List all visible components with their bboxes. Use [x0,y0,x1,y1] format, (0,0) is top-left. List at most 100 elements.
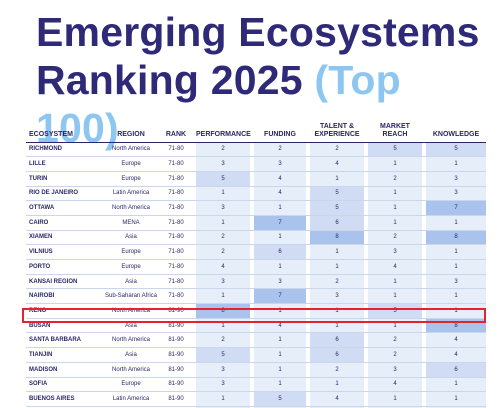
cell-spacer [364,274,368,290]
cell-ecosystem: VALENCIA [26,406,102,408]
cell-rank: 81-90 [160,391,192,407]
cell-market-reach: 3 [368,244,422,260]
cell-talent: 6 [310,215,364,231]
cell-spacer [192,215,196,231]
cell-spacer [250,171,254,187]
cell-spacer [250,274,254,290]
cell-spacer [192,377,196,393]
cell-ecosystem: RENO [26,303,102,319]
cell-spacer [364,259,368,275]
header-market-reach: MARKET REACH [368,114,422,143]
cell-market-reach: 1 [368,186,422,202]
cell-region: Europe [102,259,160,275]
cell-talent: 1 [310,377,364,393]
cell-performance: 1 [196,391,250,407]
cell-funding: 5 [254,391,306,407]
cell-rank: 81-90 [160,406,192,408]
cell-ecosystem: SOFIA [26,377,102,393]
cell-rank: 71-80 [160,274,192,290]
cell-performance: 2 [196,332,250,349]
table-row: RIO DE JANEIRO Latin America 71-80 1 4 5 1 3 [26,186,486,202]
header-region: REGION [102,114,160,143]
cell-spacer [192,288,196,305]
cell-knowledge: 1 [426,259,486,275]
cell-performance: 2 [196,230,250,246]
table-row: RENO North America 81-90 8 1 1 5 1 [26,303,486,319]
cell-market-reach: 2 [368,230,422,246]
cell-spacer [422,156,426,172]
cell-ecosystem: KANSAI REGION [26,274,102,290]
cell-spacer [306,259,310,275]
cell-spacer [192,244,196,260]
table-row: OTTAWA North America 71-80 3 1 5 1 7 [26,200,486,216]
cell-talent: 5 [310,186,364,202]
cell-talent: 4 [310,391,364,407]
cell-rank: 81-90 [160,377,192,393]
title-line-1: Emerging Ecosystems [36,9,480,55]
cell-region: MENA [102,215,160,231]
cell-knowledge: 1 [426,303,486,319]
cell-spacer [306,406,310,408]
cell-knowledge: 3 [426,274,486,290]
cell-spacer [364,142,368,158]
cell-spacer [250,288,254,305]
table-row: BUENOS AIRES Latin America 81-90 1 5 4 1 1 [26,391,486,407]
cell-performance: 5 [196,171,250,187]
cell-performance: 1 [196,186,250,202]
cell-performance: 4 [196,406,250,408]
cell-spacer [250,391,254,407]
cell-rank: 71-80 [160,171,192,187]
cell-market-reach: 1 [368,391,422,407]
cell-spacer [306,156,310,172]
ranking-table-container: ECOSYSTEM REGION RANK PERFORMANCE FUNDIN… [26,114,486,408]
cell-spacer [306,230,310,246]
cell-spacer [364,288,368,305]
cell-spacer [306,332,310,349]
cell-funding: 1 [254,200,306,216]
cell-region: Asia [102,347,160,363]
cell-funding: 1 [254,259,306,275]
cell-spacer [250,318,254,334]
cell-spacer [364,156,368,172]
cell-spacer [422,142,426,158]
cell-market-reach: 2 [368,171,422,187]
cell-spacer [422,347,426,363]
cell-spacer [192,186,196,202]
ranking-table: ECOSYSTEM REGION RANK PERFORMANCE FUNDIN… [26,114,486,408]
table-row: TIANJIN Asia 81-90 5 1 6 2 4 [26,347,486,363]
cell-funding: 1 [254,362,306,378]
cell-region: Europe [102,156,160,172]
cell-ecosystem: OTTAWA [26,200,102,216]
cell-spacer [250,377,254,393]
cell-ecosystem: PORTO [26,259,102,275]
cell-rank: 71-80 [160,244,192,260]
cell-spacer [192,156,196,172]
cell-market-reach: 1 [368,406,422,408]
cell-region: Sub-Saharan Africa [102,288,160,305]
cell-talent: 5 [310,200,364,216]
cell-spacer [422,391,426,407]
cell-spacer [250,303,254,319]
cell-performance: 2 [196,244,250,260]
cell-spacer [192,200,196,216]
cell-region: Latin America [102,186,160,202]
cell-spacer [422,406,426,408]
table-row: CAIRO MENA 71-80 1 7 6 1 1 [26,215,486,231]
cell-talent: 1 [310,259,364,275]
cell-spacer [306,244,310,260]
cell-spacer [250,347,254,363]
cell-rank: 71-80 [160,142,192,158]
table-row: KANSAI REGION Asia 71-80 3 3 2 1 3 [26,274,486,290]
cell-knowledge: 1 [426,391,486,407]
cell-ecosystem: CAIRO [26,215,102,231]
cell-spacer [250,362,254,378]
table-row: LILLE Europe 71-80 3 3 4 1 1 [26,156,486,172]
cell-ecosystem: MADISON [26,362,102,378]
cell-knowledge: 1 [426,377,486,393]
cell-spacer [250,332,254,349]
cell-rank: 81-90 [160,303,192,319]
title-line-2-text: Ranking 2025 [36,57,315,103]
cell-funding: 1 [254,230,306,246]
busan-highlight-box [22,308,486,323]
cell-funding: 7 [254,215,306,231]
